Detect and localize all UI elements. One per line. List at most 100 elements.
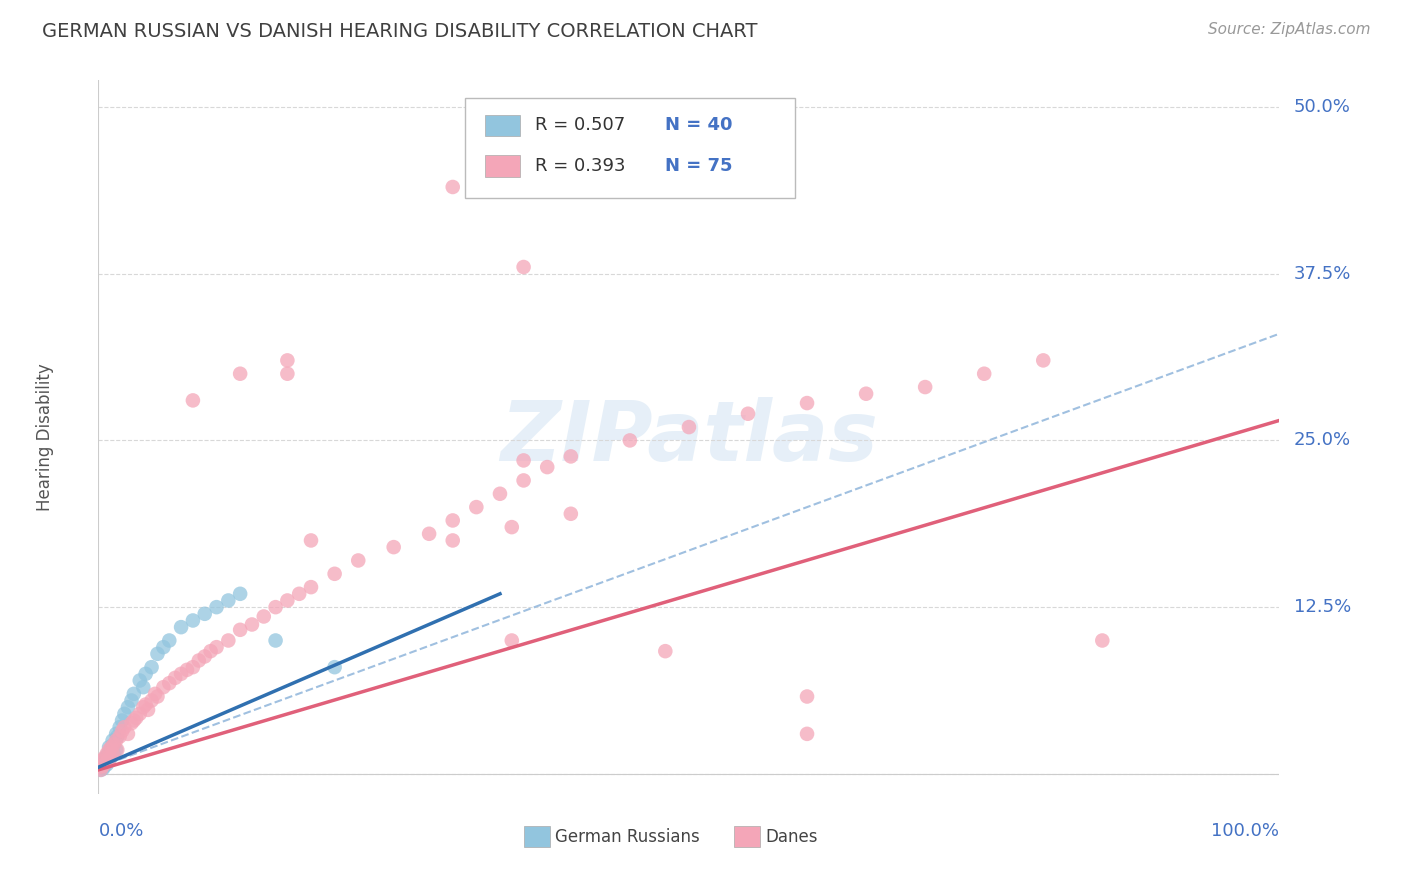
Text: GERMAN RUSSIAN VS DANISH HEARING DISABILITY CORRELATION CHART: GERMAN RUSSIAN VS DANISH HEARING DISABIL… [42,22,758,41]
Point [91,762,114,776]
Point [200,644,222,658]
Point [217,633,239,648]
Text: 50.0%: 50.0% [1294,98,1351,116]
FancyBboxPatch shape [485,155,520,177]
Point [176,663,198,677]
Text: 12.5%: 12.5% [1294,599,1351,616]
Text: 100.0%: 100.0% [1212,822,1279,840]
Point [146,690,169,704]
Point [89,760,111,774]
Point [117,727,139,741]
Point [103,747,125,761]
Point [914,380,936,394]
Point [288,587,311,601]
Point [98,751,121,765]
Point [512,453,534,467]
Point [98,743,121,757]
Point [93,754,115,768]
Point [111,724,134,739]
Point [157,676,180,690]
Point [276,367,298,381]
Point [121,693,143,707]
Point [146,647,169,661]
Point [135,698,157,712]
Point [205,640,228,655]
Point [264,600,287,615]
Text: R = 0.393: R = 0.393 [536,157,626,175]
Point [796,690,818,704]
Point [323,566,346,581]
Point [240,617,263,632]
Point [103,738,125,752]
Point [90,763,112,777]
FancyBboxPatch shape [734,826,759,847]
Point [94,751,117,765]
FancyBboxPatch shape [485,114,520,136]
Point [796,396,818,410]
Point [678,420,700,434]
Point [98,743,121,757]
Point [489,487,512,501]
Point [91,759,114,773]
Point [135,666,157,681]
Point [165,671,187,685]
Point [122,714,145,728]
Point [382,540,405,554]
Point [512,474,534,488]
Point [560,450,582,464]
FancyBboxPatch shape [523,826,550,847]
Point [112,706,135,721]
Point [94,756,117,771]
Point [105,727,128,741]
Point [855,386,877,401]
Point [170,666,193,681]
Point [299,533,322,548]
Point [108,720,131,734]
Point [276,593,298,607]
Point [187,653,209,667]
Point [157,633,180,648]
Point [141,693,163,707]
Point [122,687,145,701]
Point [112,720,135,734]
Point [737,407,759,421]
Text: N = 40: N = 40 [665,116,733,134]
Point [654,644,676,658]
Text: R = 0.507: R = 0.507 [536,116,626,134]
Text: Source: ZipAtlas.com: Source: ZipAtlas.com [1208,22,1371,37]
Point [105,743,128,757]
Point [93,751,115,765]
Point [253,609,276,624]
Point [264,633,287,648]
Point [181,393,204,408]
Point [796,727,818,741]
Point [152,640,174,655]
Point [536,460,558,475]
Text: 25.0%: 25.0% [1294,432,1351,450]
Point [973,367,995,381]
Point [143,687,166,701]
Point [91,754,114,768]
Text: 0.0%: 0.0% [98,822,143,840]
Point [98,751,121,765]
Text: Hearing Disability: Hearing Disability [37,363,55,511]
Point [103,738,125,752]
Point [105,733,128,747]
Text: 37.5%: 37.5% [1294,265,1351,283]
Point [105,743,128,757]
Point [100,740,122,755]
Point [441,513,464,527]
Point [128,673,150,688]
Point [132,680,155,694]
Point [97,754,120,768]
Point [465,500,488,515]
Point [229,587,252,601]
Point [96,747,118,761]
Point [181,660,204,674]
Point [121,716,143,731]
Point [299,580,322,594]
Point [1091,633,1114,648]
Point [111,714,134,728]
Point [96,757,118,772]
Text: N = 75: N = 75 [665,157,733,175]
